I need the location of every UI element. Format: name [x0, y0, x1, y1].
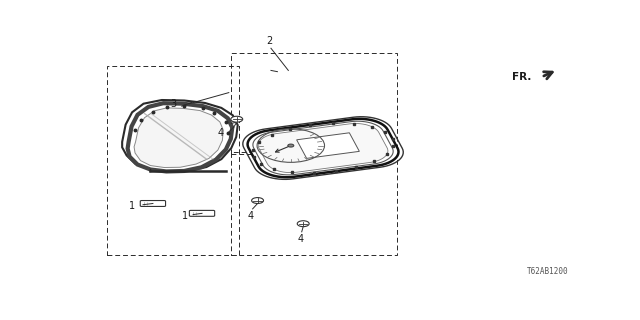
Text: FR.: FR.: [512, 72, 531, 82]
Circle shape: [297, 221, 309, 227]
Text: 4: 4: [298, 234, 304, 244]
Text: 1: 1: [182, 211, 188, 221]
Polygon shape: [248, 119, 399, 177]
Circle shape: [288, 144, 294, 147]
Text: 4: 4: [218, 128, 224, 138]
Text: 1: 1: [129, 202, 135, 212]
Polygon shape: [297, 133, 359, 158]
Circle shape: [231, 116, 243, 122]
Bar: [231, 152, 397, 255]
Text: 2: 2: [266, 36, 273, 46]
Polygon shape: [258, 124, 388, 172]
Bar: [231, 53, 397, 154]
Polygon shape: [122, 100, 237, 172]
Text: T62AB1200: T62AB1200: [527, 267, 568, 276]
FancyBboxPatch shape: [140, 201, 166, 206]
Circle shape: [252, 197, 264, 204]
Text: 3: 3: [171, 99, 177, 109]
FancyBboxPatch shape: [189, 210, 214, 216]
Polygon shape: [134, 108, 223, 167]
Bar: [108, 66, 239, 255]
Text: 4: 4: [247, 212, 253, 221]
